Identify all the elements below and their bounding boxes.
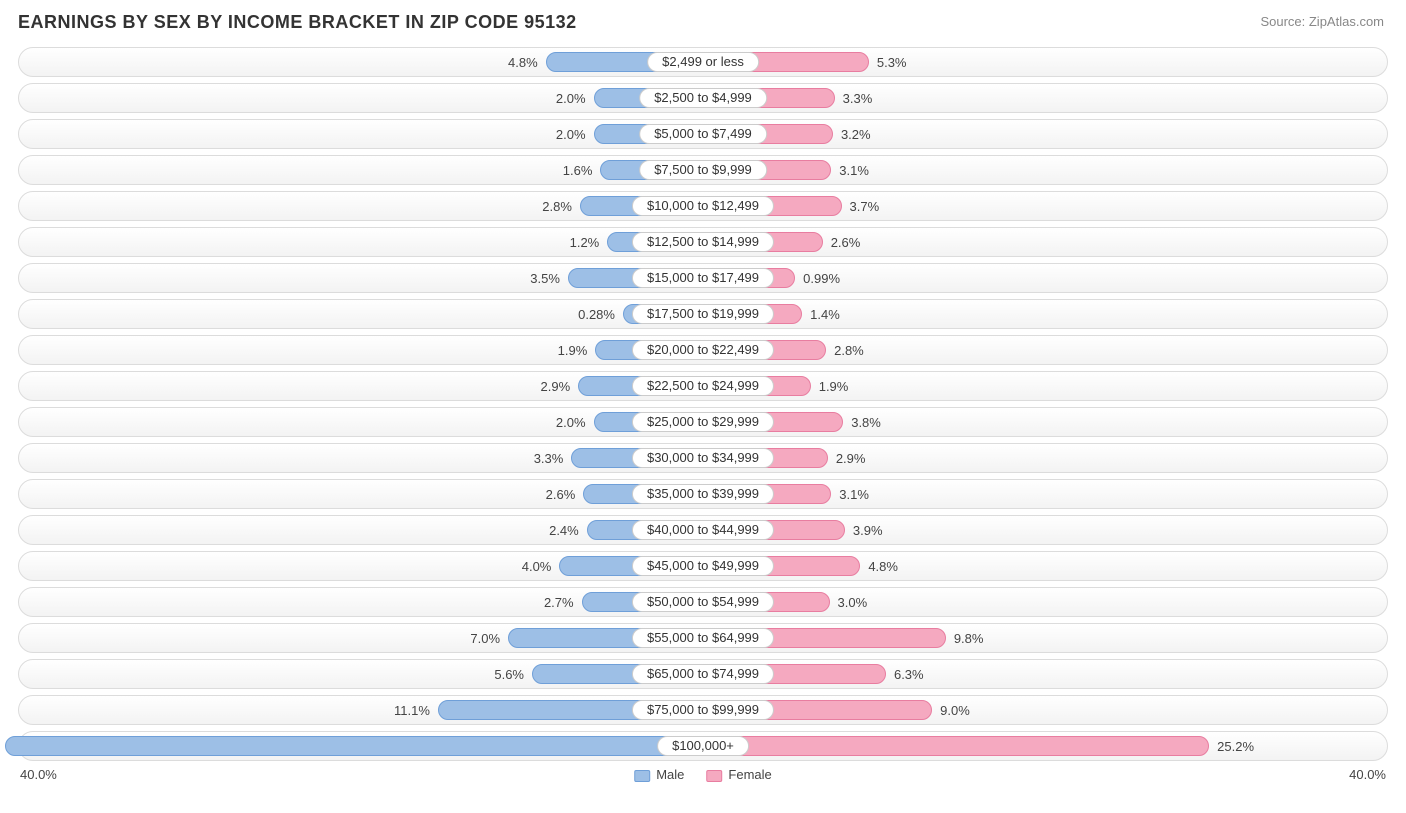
chart-row: $50,000 to $54,999 2.7% 3.0% — [18, 587, 1388, 617]
male-pct-label: 3.5% — [530, 264, 560, 294]
chart-row: $45,000 to $49,999 4.0% 4.8% — [18, 551, 1388, 581]
female-pct-label: 25.2% — [1217, 732, 1254, 762]
bracket-label: $30,000 to $34,999 — [632, 448, 774, 468]
chart-row: $55,000 to $64,999 7.0% 9.8% — [18, 623, 1388, 653]
chart-row: $7,500 to $9,999 1.6% 3.1% — [18, 155, 1388, 185]
female-pct-label: 9.8% — [954, 624, 984, 654]
male-pct-label: 4.8% — [508, 48, 538, 78]
chart-row: $10,000 to $12,499 2.8% 3.7% — [18, 191, 1388, 221]
female-pct-label: 1.9% — [819, 372, 849, 402]
legend-male-label: Male — [656, 767, 684, 782]
female-pct-label: 4.8% — [868, 552, 898, 582]
male-pct-label: 2.0% — [556, 120, 586, 150]
bracket-label: $22,500 to $24,999 — [632, 376, 774, 396]
bracket-label: $7,500 to $9,999 — [639, 160, 767, 180]
bracket-label: $12,500 to $14,999 — [632, 232, 774, 252]
chart-row: $100,000+36.4%25.2% — [18, 731, 1388, 761]
male-pct-label: 1.2% — [570, 228, 600, 258]
male-bar — [5, 736, 703, 756]
chart-row: $2,500 to $4,999 2.0% 3.3% — [18, 83, 1388, 113]
bracket-label: $20,000 to $22,499 — [632, 340, 774, 360]
chart-row: $25,000 to $29,999 2.0% 3.8% — [18, 407, 1388, 437]
chart-row: $17,500 to $19,999 0.28% 1.4% — [18, 299, 1388, 329]
bracket-label: $25,000 to $29,999 — [632, 412, 774, 432]
chart-row: $12,500 to $14,999 1.2% 2.6% — [18, 227, 1388, 257]
bracket-label: $45,000 to $49,999 — [632, 556, 774, 576]
chart-row: $35,000 to $39,999 2.6% 3.1% — [18, 479, 1388, 509]
source-attribution: Source: ZipAtlas.com — [1260, 14, 1384, 29]
chart-footer: 40.0% Male Female 40.0% — [18, 767, 1388, 793]
male-pct-label: 1.6% — [563, 156, 593, 186]
female-pct-label: 1.4% — [810, 300, 840, 330]
female-pct-label: 3.9% — [853, 516, 883, 546]
bracket-label: $15,000 to $17,499 — [632, 268, 774, 288]
female-swatch-icon — [706, 770, 722, 782]
female-pct-label: 2.6% — [831, 228, 861, 258]
male-pct-label: 2.7% — [544, 588, 574, 618]
female-pct-label: 6.3% — [894, 660, 924, 690]
female-pct-label: 5.3% — [877, 48, 907, 78]
chart-row: $22,500 to $24,999 2.9% 1.9% — [18, 371, 1388, 401]
chart-row: $20,000 to $22,499 1.9% 2.8% — [18, 335, 1388, 365]
female-pct-label: 3.1% — [839, 156, 869, 186]
chart-row: $30,000 to $34,999 3.3% 2.9% — [18, 443, 1388, 473]
bracket-label: $65,000 to $74,999 — [632, 664, 774, 684]
male-pct-label: 1.9% — [558, 336, 588, 366]
female-pct-label: 9.0% — [940, 696, 970, 726]
bracket-label: $100,000+ — [657, 736, 749, 756]
male-pct-label: 2.0% — [556, 84, 586, 114]
axis-max-right: 40.0% — [1349, 767, 1386, 782]
male-pct-label: 2.4% — [549, 516, 579, 546]
chart-title: EARNINGS BY SEX BY INCOME BRACKET IN ZIP… — [18, 12, 1388, 33]
legend-female: Female — [706, 767, 771, 782]
bracket-label: $2,500 to $4,999 — [639, 88, 767, 108]
chart-row: $75,000 to $99,999 11.1% 9.0% — [18, 695, 1388, 725]
male-pct-label: 11.1% — [394, 696, 430, 726]
female-bar — [703, 736, 1209, 756]
legend-male: Male — [634, 767, 684, 782]
chart-row: $2,499 or less 4.8% 5.3% — [18, 47, 1388, 77]
legend: Male Female — [634, 767, 772, 782]
bracket-label: $5,000 to $7,499 — [639, 124, 767, 144]
female-pct-label: 3.8% — [851, 408, 881, 438]
chart-row: $65,000 to $74,999 5.6% 6.3% — [18, 659, 1388, 689]
male-pct-label: 2.0% — [556, 408, 586, 438]
bracket-label: $35,000 to $39,999 — [632, 484, 774, 504]
female-pct-label: 2.9% — [836, 444, 866, 474]
female-pct-label: 3.3% — [843, 84, 873, 114]
male-pct-label: 2.9% — [541, 372, 571, 402]
bracket-label: $17,500 to $19,999 — [632, 304, 774, 324]
bracket-label: $50,000 to $54,999 — [632, 592, 774, 612]
chart-row: $40,000 to $44,999 2.4% 3.9% — [18, 515, 1388, 545]
butterfly-chart: $2,499 or less 4.8% 5.3% $2,500 to $4,999 2.… — [18, 47, 1388, 761]
chart-row: $5,000 to $7,499 2.0% 3.2% — [18, 119, 1388, 149]
male-pct-label: 7.0% — [470, 624, 500, 654]
male-pct-label: 3.3% — [534, 444, 564, 474]
bracket-label: $55,000 to $64,999 — [632, 628, 774, 648]
female-pct-label: 0.99% — [803, 264, 840, 294]
male-pct-label: 5.6% — [494, 660, 524, 690]
bracket-label: $10,000 to $12,499 — [632, 196, 774, 216]
female-pct-label: 3.0% — [838, 588, 868, 618]
bracket-label: $40,000 to $44,999 — [632, 520, 774, 540]
male-pct-label: 4.0% — [522, 552, 552, 582]
chart-row: $15,000 to $17,499 3.5% 0.99% — [18, 263, 1388, 293]
legend-female-label: Female — [728, 767, 771, 782]
male-swatch-icon — [634, 770, 650, 782]
bracket-label: $75,000 to $99,999 — [632, 700, 774, 720]
female-pct-label: 2.8% — [834, 336, 864, 366]
male-pct-label: 2.6% — [546, 480, 576, 510]
male-pct-label: 2.8% — [542, 192, 572, 222]
female-pct-label: 3.7% — [850, 192, 880, 222]
female-pct-label: 3.2% — [841, 120, 871, 150]
bracket-label: $2,499 or less — [647, 52, 759, 72]
axis-max-left: 40.0% — [20, 767, 57, 782]
female-pct-label: 3.1% — [839, 480, 869, 510]
male-pct-label: 0.28% — [578, 300, 615, 330]
